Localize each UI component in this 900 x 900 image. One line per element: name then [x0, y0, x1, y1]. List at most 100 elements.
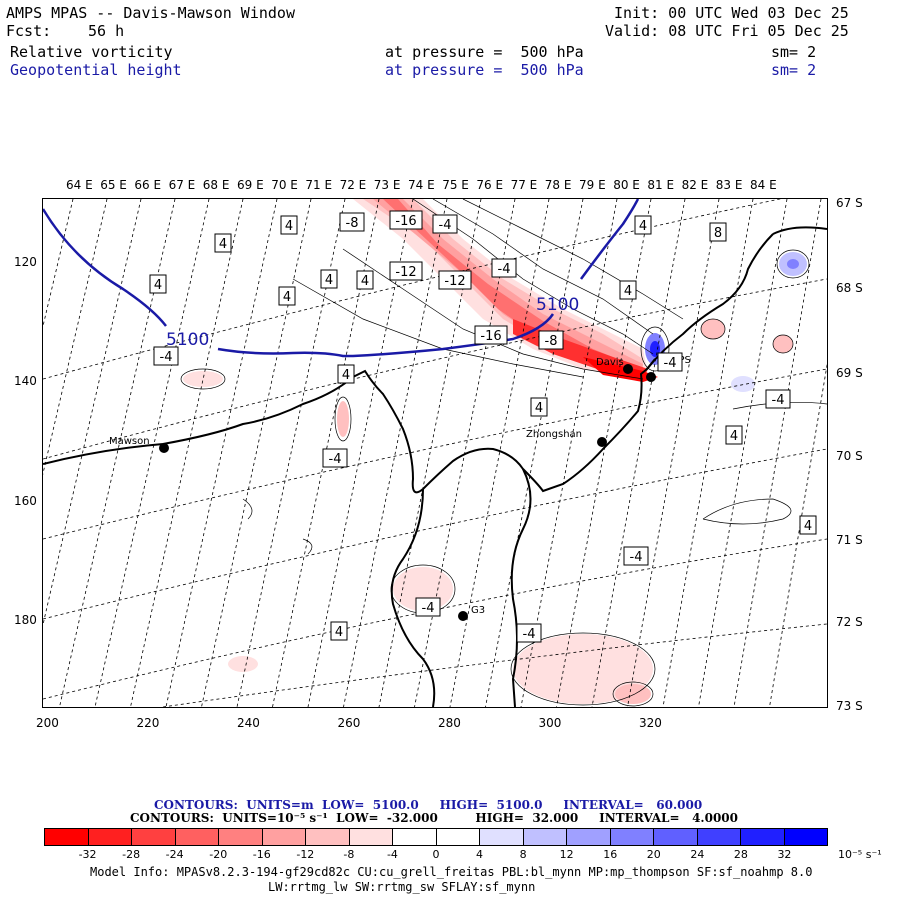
- vorticity-label-box: [278, 286, 296, 306]
- meridian-line: [627, 198, 720, 708]
- color-scale-swatch: [784, 829, 827, 845]
- vorticity-label: -4: [630, 550, 643, 565]
- vorticity-label: 4: [342, 368, 350, 383]
- vorticity-label: 8: [714, 226, 722, 241]
- lon-label: 67 E: [168, 178, 196, 192]
- meridian-line: [23, 198, 142, 708]
- vorticity-label: 4: [325, 273, 333, 288]
- color-scale-tick: 12: [559, 848, 574, 861]
- color-scale-swatch: [567, 829, 611, 845]
- vorticity-label-box: [432, 214, 458, 234]
- vorticity-contour-labels: 4 4 4 4 4 4 4 4 4 4 4 8 -8 -16 -4 -12 -12 -16 -8 -4 -4 -4 -4 -4…: [149, 210, 817, 643]
- lon-label: 74 E: [408, 178, 435, 192]
- lon-label: 83 E: [715, 178, 743, 192]
- vorticity-label-box: [538, 330, 564, 350]
- vorticity-label-box: [657, 352, 683, 372]
- meridian-line: [94, 198, 210, 708]
- vorticity-label: 4: [639, 219, 647, 234]
- color-scale-swatch: [654, 829, 698, 845]
- lon-label: 70 E: [271, 178, 298, 192]
- station-mawson-label: Mawson: [109, 436, 150, 447]
- field2-smoothing: sm= 2: [771, 61, 817, 79]
- x-tick-label: 240: [237, 716, 260, 730]
- lat-label: 68 S: [836, 281, 863, 295]
- lon-label: 84 E: [750, 178, 777, 192]
- color-scale-tick: 8: [519, 848, 527, 861]
- lon-label: 73 E: [373, 178, 401, 192]
- vorticity-label: -4: [160, 350, 173, 365]
- color-scale-swatch: [610, 829, 654, 845]
- vorticity-label: -4: [439, 218, 452, 233]
- meridian-line: [591, 198, 686, 708]
- station-zhongshan-marker: [597, 437, 607, 447]
- vorticity-label: 4: [219, 237, 227, 252]
- forecast-label: Fcst:: [6, 22, 52, 40]
- station-mawson-marker: [159, 443, 169, 453]
- map-panel: 5100 5100 Mawson Zhongshan G3 Davis HPS …: [0, 188, 856, 708]
- station-hps-marker: [646, 372, 656, 382]
- color-scale-swatch: [175, 829, 219, 845]
- height-label-1: 5100: [166, 330, 209, 350]
- meridian-line: [343, 198, 448, 708]
- meridian-line: [769, 198, 856, 708]
- meridian-line: [201, 198, 312, 708]
- lon-label: 79 E: [579, 178, 606, 192]
- color-scale-swatch: [436, 829, 480, 845]
- color-scale-tick: -20: [209, 848, 228, 861]
- color-scale-swatch: [132, 829, 176, 845]
- vorticity-label-box: [415, 597, 441, 617]
- coastline: [42, 226, 828, 708]
- color-scale-tick: -24: [165, 848, 184, 861]
- color-scale-tick: 0: [432, 848, 440, 861]
- x-tick-label: 300: [538, 716, 562, 730]
- model-info-line2: LW:rrtmg_lw SW:rrtmg_sw SFLAY:sf_mynn: [268, 880, 536, 894]
- station-g3-label: G3: [471, 605, 485, 616]
- x-tick-label: 320: [639, 716, 662, 730]
- lon-label: 75 E: [442, 178, 469, 192]
- color-scale-tick: -32: [78, 848, 97, 861]
- lon-label: 72 E: [339, 178, 367, 192]
- x-tick-label: 220: [136, 716, 160, 730]
- model-info-line1: Model Info: MPASv8.2.3-194-gf29cd82c CU:…: [90, 865, 813, 879]
- field2-level: at pressure = 500 hPa: [385, 61, 584, 79]
- y-tick-label: 120: [14, 255, 37, 269]
- field2-name: Geopotential height: [10, 61, 182, 79]
- vorticity-label-box: [337, 364, 355, 384]
- vorticity-label-box: [356, 270, 374, 290]
- lat-label: 72 S: [836, 615, 863, 629]
- meridian-line: [130, 198, 244, 708]
- vorticity-label-box: [765, 389, 791, 409]
- vorticity-label-box: [709, 222, 727, 242]
- vorticity-label: -12: [395, 265, 416, 280]
- vorticity-label-box: [530, 397, 548, 417]
- station-g3-marker: [458, 611, 468, 621]
- field1-name: Relative vorticity: [10, 43, 173, 61]
- meridian-line: [414, 198, 516, 708]
- vorticity-label: -12: [444, 274, 465, 289]
- lat-label: 67 S: [836, 196, 863, 210]
- vorticity-label-box: [438, 270, 472, 290]
- vorticity-label-box: [389, 261, 423, 281]
- color-scale-swatch: [697, 829, 741, 845]
- y-tick-label: 160: [14, 494, 37, 508]
- vorticity-label: -16: [480, 329, 501, 344]
- lon-label: 66 E: [134, 178, 162, 192]
- station-davis-marker: [623, 364, 633, 374]
- color-scale-tick: -28: [122, 848, 141, 861]
- vorticity-label-box: [330, 621, 348, 641]
- color-scale-tick: 16: [603, 848, 618, 861]
- vorticity-label-box: [339, 212, 365, 232]
- color-scale-tick: 4: [476, 848, 484, 861]
- vorticity-label: -4: [498, 262, 511, 277]
- height-label-2: 5100: [536, 295, 579, 315]
- vorticity-label: -8: [346, 216, 359, 231]
- color-scale-tick: 20: [646, 848, 661, 861]
- vorticity-label: 4: [624, 284, 632, 299]
- x-tick-label: 260: [337, 716, 361, 730]
- height-contour-5100: [41, 198, 640, 358]
- vorticity-label: -8: [545, 334, 558, 349]
- field1-smoothing: sm= 2: [771, 43, 817, 61]
- vorticity-label-box: [725, 425, 743, 445]
- color-scale-tick: -8: [343, 848, 355, 861]
- meridian-line: [698, 198, 788, 708]
